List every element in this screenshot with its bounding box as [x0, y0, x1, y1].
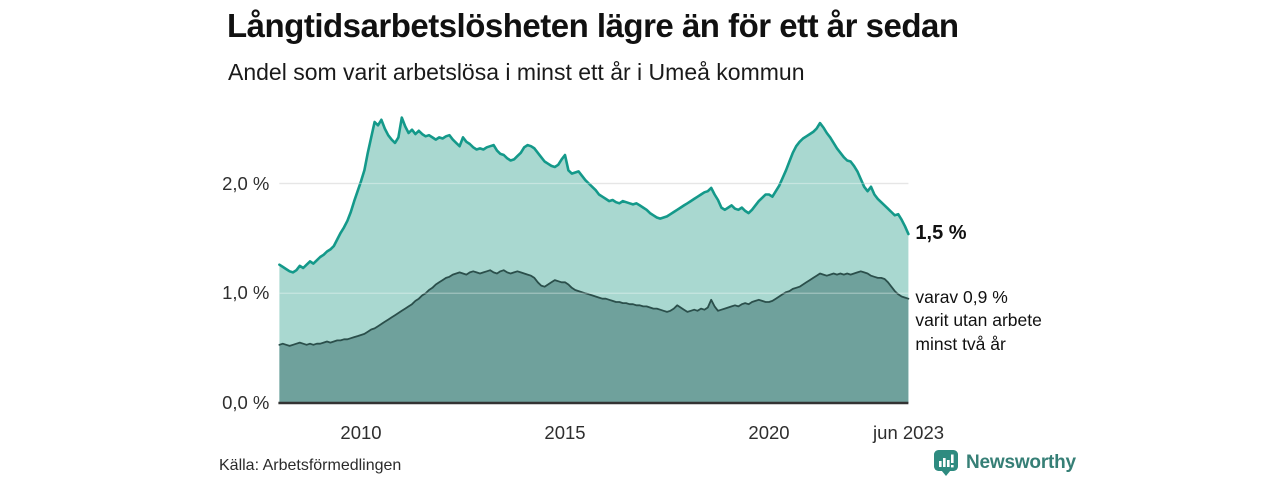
source-note: Källa: Arbetsförmedlingen: [219, 457, 402, 474]
brand-logo: Newsworthy: [933, 449, 1076, 477]
x-tick-label: jun 2023: [873, 422, 945, 443]
page-subtitle: Andel som varit arbetslösa i minst ett å…: [228, 59, 805, 85]
newsworthy-icon: [934, 450, 958, 476]
end-value-annotation: 1,5 %: [915, 221, 967, 244]
y-tick-label: 0,0 %: [222, 392, 270, 413]
line-series-1: [278, 269, 910, 347]
sub-annotation-line-1: varav 0,9 %: [915, 286, 1008, 307]
x-tick-label: 2010: [340, 422, 382, 443]
sub-annotation-line-3: minst två år: [915, 333, 1006, 354]
y-tick-label: 2,0 %: [222, 172, 270, 194]
y-tick-label: 1,0 %: [222, 282, 270, 304]
x-tick-label: 2015: [544, 422, 586, 443]
sub-series-annotation: varav 0,9 % varit utan arbete minst två …: [915, 286, 1041, 357]
x-tick-label: 2020: [748, 422, 790, 443]
page-title: Långtidsarbetslösheten lägre än för ett …: [227, 7, 959, 44]
brand-name: Newsworthy: [966, 452, 1076, 473]
sub-annotation-line-2: varit utan arbete: [915, 310, 1042, 331]
line-series-0: [278, 116, 910, 274]
